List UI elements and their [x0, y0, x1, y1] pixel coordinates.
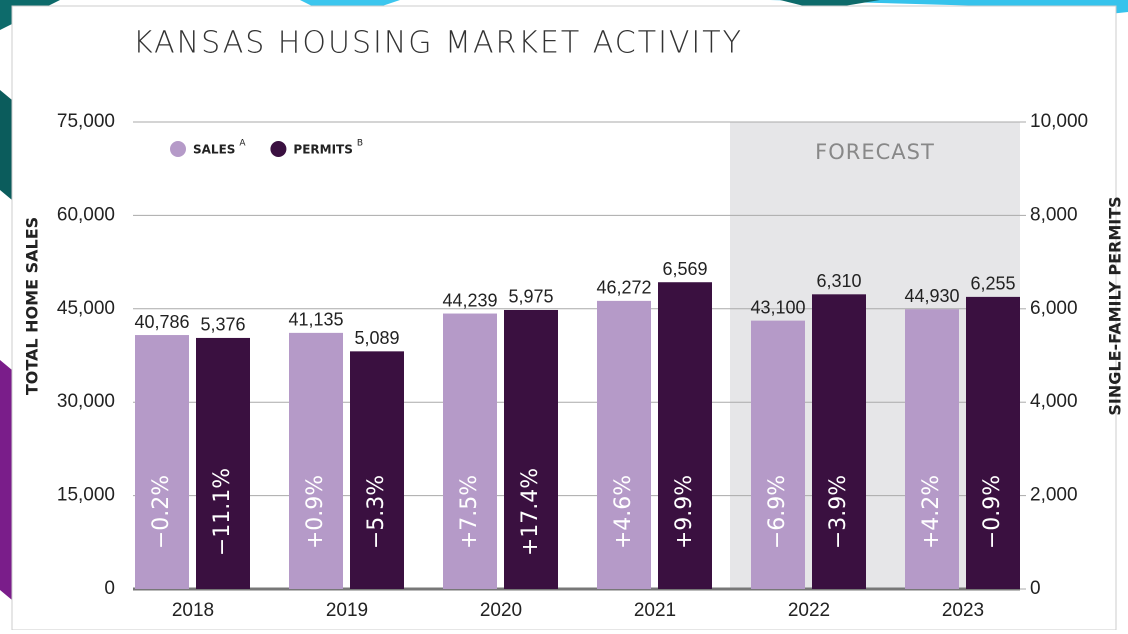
change-label: −5.3%: [364, 475, 389, 549]
y2-tick-label: 6,000: [1030, 298, 1078, 319]
legend-marker: A: [239, 139, 246, 149]
y-tick-label: 15,000: [57, 485, 115, 506]
value-label: 6,569: [662, 259, 707, 279]
change-label: +4.6%: [611, 475, 636, 549]
value-label: 44,239: [442, 290, 497, 310]
change-label: −3.9%: [826, 475, 851, 549]
change-label: +4.2%: [919, 475, 944, 549]
legend-label: SALES: [193, 143, 235, 157]
chart-title: KANSAS HOUSING MARKET ACTIVITY: [133, 26, 743, 61]
page: KANSAS HOUSING MARKET ACTIVITY TOTAL HOM…: [0, 0, 1128, 630]
x-tick-label: 2022: [788, 600, 830, 621]
bar: [135, 335, 189, 589]
value-label: 6,255: [970, 274, 1015, 294]
change-label: +17.4%: [518, 468, 543, 556]
y2-axis-title: SINGLE-FAMILY PERMITS: [1106, 196, 1125, 415]
value-label: 44,930: [904, 286, 959, 306]
value-label: 5,975: [508, 287, 553, 307]
change-label: −6.9%: [765, 475, 790, 549]
y-tick-label: 60,000: [57, 204, 115, 225]
y2-tick-label: 10,000: [1030, 111, 1088, 132]
legend-marker: B: [357, 139, 363, 149]
x-tick-label: 2020: [480, 600, 522, 621]
value-label: 5,089: [354, 328, 399, 348]
change-label: −0.2%: [149, 475, 174, 549]
value-label: 40,786: [134, 312, 189, 332]
y-tick-label: 0: [104, 578, 115, 599]
x-tick-label: 2019: [326, 600, 368, 621]
y-tick-label: 30,000: [57, 391, 115, 412]
decoration: [0, 360, 12, 600]
x-tick-label: 2023: [942, 600, 984, 621]
legend-swatch: [270, 141, 286, 157]
chart: KANSAS HOUSING MARKET ACTIVITY TOTAL HOM…: [0, 0, 1128, 630]
y2-tick-label: 0: [1030, 578, 1041, 599]
legend-label: PERMITS: [293, 143, 352, 157]
decoration: [0, 90, 12, 200]
change-label: −0.9%: [980, 475, 1005, 549]
y-axis-title: TOTAL HOME SALES: [23, 217, 42, 395]
value-label: 43,100: [750, 297, 805, 317]
value-label: 41,135: [288, 310, 343, 330]
x-tick-label: 2018: [172, 600, 214, 621]
value-label: 46,272: [596, 278, 651, 298]
y-tick-label: 75,000: [57, 111, 115, 132]
change-label: +9.9%: [672, 475, 697, 549]
legend-swatch: [170, 141, 186, 157]
value-label: 5,376: [200, 315, 245, 335]
y2-tick-label: 2,000: [1030, 485, 1078, 506]
change-label: +7.5%: [457, 475, 482, 549]
x-tick-label: 2021: [634, 600, 676, 621]
bar: [350, 351, 404, 589]
change-label: +0.9%: [303, 475, 328, 549]
y2-tick-label: 4,000: [1030, 391, 1078, 412]
bar: [289, 333, 343, 589]
y2-tick-label: 8,000: [1030, 204, 1078, 225]
change-label: −11.1%: [210, 468, 235, 556]
forecast-label: FORECAST: [815, 140, 935, 164]
value-label: 6,310: [816, 271, 861, 291]
y-tick-label: 45,000: [57, 298, 115, 319]
